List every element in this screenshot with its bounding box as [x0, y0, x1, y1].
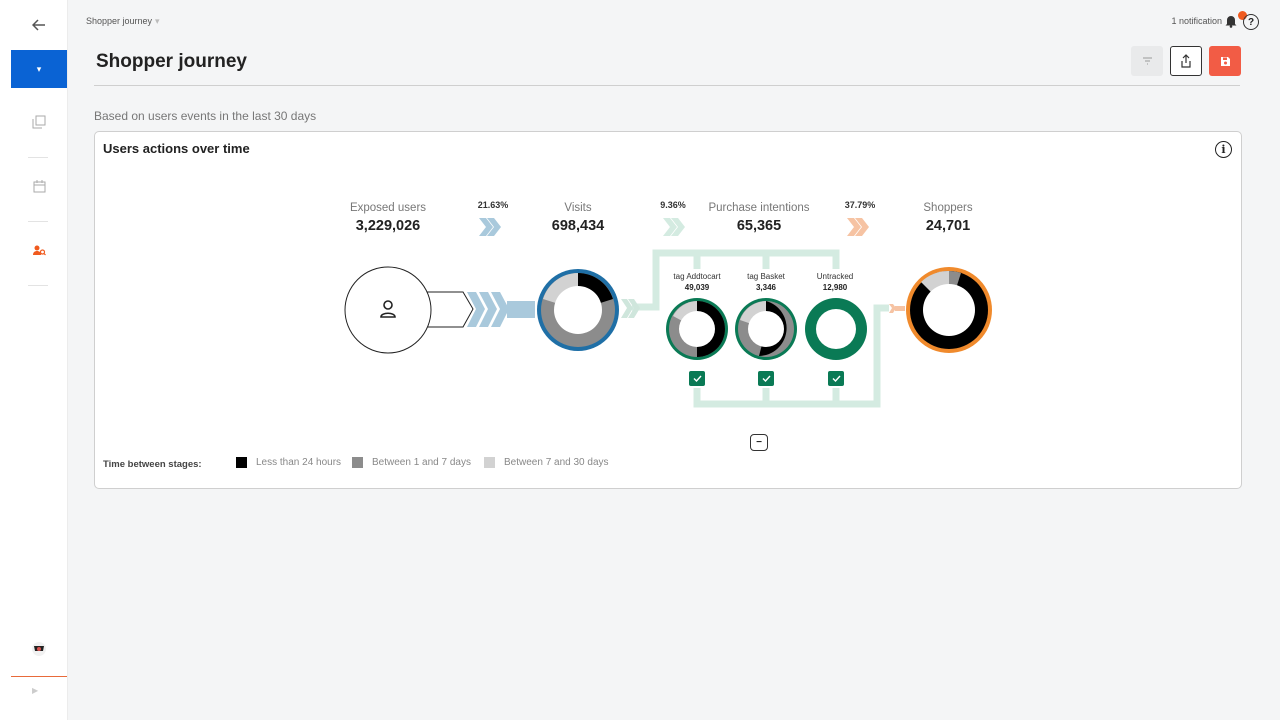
info-icon[interactable]: i [1215, 141, 1232, 158]
visits-flow-chevrons [467, 292, 535, 327]
title-divider [94, 85, 1240, 86]
intention-value: 12,980 [822, 283, 848, 292]
basket-donut[interactable] [735, 298, 797, 360]
legend-item: Between 1 and 7 days [352, 457, 471, 468]
notification-count[interactable]: 1 notification [1171, 16, 1222, 26]
breadcrumb-item[interactable]: Shopper journey [86, 16, 153, 26]
addtocart-checkbox[interactable] [689, 371, 705, 386]
nav-divider [28, 157, 48, 158]
shoppers-flow-chevrons [889, 304, 905, 313]
intentions-flow-chevrons [621, 299, 640, 318]
intentions-connector [632, 249, 889, 408]
breadcrumb[interactable]: Shopper journey ▾ [86, 16, 160, 27]
untracked-checkbox[interactable] [828, 371, 844, 386]
intention-label: Untracked [816, 272, 854, 281]
share-button[interactable] [1170, 46, 1202, 76]
legend-item: Between 7 and 30 days [484, 457, 609, 468]
intention-value: 3,346 [755, 283, 777, 292]
legend-swatch [352, 457, 363, 468]
intention-value: 49,039 [684, 283, 710, 292]
rate-chevron-icon [663, 218, 685, 236]
legend-title: Time between stages: [103, 459, 202, 470]
collapse-icon[interactable]: − [750, 434, 768, 451]
visits-donut[interactable] [537, 269, 619, 351]
conversion-rate: 37.79% [844, 200, 876, 210]
rate-chevron-icon [847, 218, 869, 236]
check-icon [693, 375, 702, 382]
basket-checkbox[interactable] [758, 371, 774, 386]
legend-label: Between 1 and 7 days [372, 457, 471, 468]
stage-value: 65,365 [736, 218, 782, 234]
stage-label: Shoppers [923, 202, 973, 214]
legend-swatch [236, 457, 247, 468]
share-icon [1181, 54, 1191, 68]
stage-label: Purchase intentions [708, 202, 810, 214]
chevron-down-icon: ▾ [155, 16, 160, 26]
nav-menu-dropdown[interactable]: ▾ [11, 50, 67, 88]
side-navigation: ▾ ▶ [0, 0, 68, 720]
stage-value: 698,434 [551, 218, 605, 234]
nav-divider [28, 285, 48, 286]
save-icon [1220, 56, 1230, 66]
save-button[interactable] [1209, 46, 1241, 76]
notification-badge [1238, 11, 1247, 20]
intention-label: tag Addtocart [673, 272, 721, 281]
calendar-icon[interactable] [28, 175, 50, 197]
back-arrow-icon[interactable] [28, 16, 50, 34]
stage-value: 3,229,026 [355, 218, 421, 234]
stage-label: Exposed users [349, 202, 427, 214]
filter-icon [1142, 57, 1152, 65]
avatar-icon[interactable] [28, 638, 50, 660]
filter-button[interactable] [1131, 46, 1163, 76]
users-actions-card: Users actions over time i [94, 131, 1242, 489]
users-search-icon[interactable] [28, 239, 50, 261]
legend-label: Between 7 and 30 days [504, 457, 609, 468]
check-icon [832, 375, 841, 382]
top-bar: Shopper journey ▾ 1 notification ? [68, 0, 1280, 40]
nav-divider [28, 221, 48, 222]
intention-label: tag Basket [747, 272, 785, 281]
check-icon [762, 375, 771, 382]
legend-label: Less than 24 hours [256, 457, 342, 468]
shoppers-donut[interactable] [906, 267, 992, 353]
addtocart-donut[interactable] [666, 298, 728, 360]
user-icon [380, 300, 396, 318]
help-icon[interactable]: ? [1243, 14, 1259, 30]
exposed-users-node[interactable] [344, 266, 474, 354]
conversion-rate: 9.36% [660, 200, 686, 210]
dropdown-caret-icon: ▾ [36, 63, 42, 74]
copy-icon[interactable] [28, 111, 50, 133]
bell-icon[interactable] [1224, 14, 1238, 28]
page-title: Shopper journey [96, 51, 247, 72]
expand-icon[interactable]: ▶ [32, 686, 39, 695]
legend-item: Less than 24 hours [236, 457, 341, 468]
stage-label: Visits [564, 202, 592, 214]
card-title: Users actions over time [103, 141, 250, 156]
untracked-donut[interactable] [805, 298, 867, 360]
nav-divider [11, 676, 67, 677]
rate-chevron-icon [479, 218, 501, 236]
conversion-rate: 21.63% [477, 200, 509, 210]
page-subtitle: Based on users events in the last 30 day… [94, 109, 317, 123]
shopper-funnel-diagram [344, 218, 992, 408]
legend-swatch [484, 457, 495, 468]
stage-value: 24,701 [925, 218, 971, 234]
main-content: Shopper journey Based on users events in… [86, 38, 1250, 706]
